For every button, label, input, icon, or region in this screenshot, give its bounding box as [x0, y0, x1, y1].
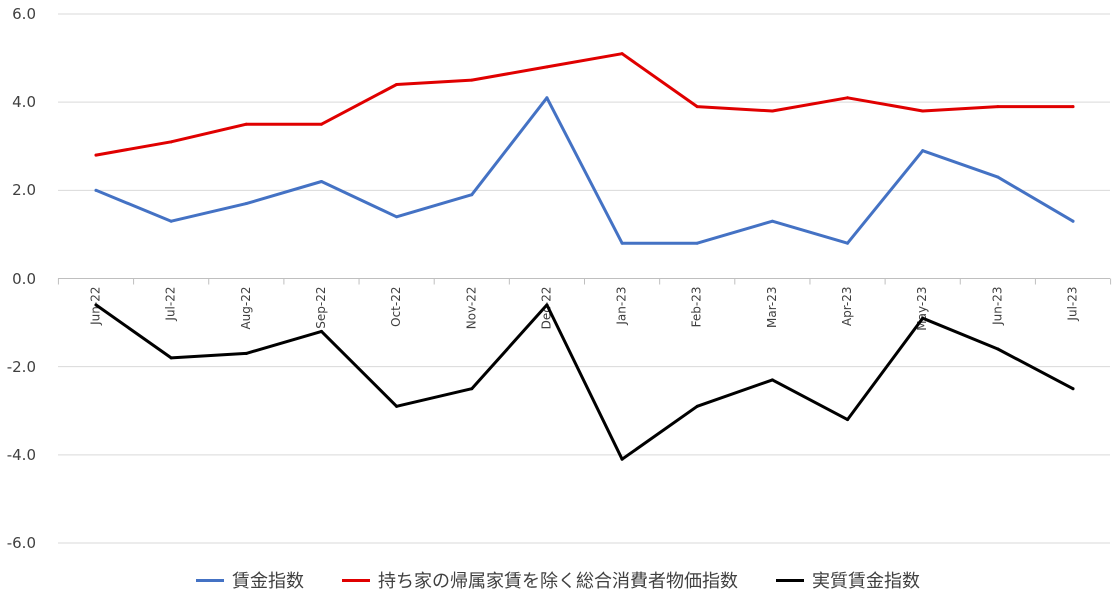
x-tick-label: Mar-23: [765, 287, 779, 328]
data-point: [94, 188, 98, 192]
series-line-0: [94, 96, 1075, 245]
legend: 賃金指数 持ち家の帰属家賃を除く総合消費者物価指数 実質賃金指数: [0, 567, 1116, 593]
x-tick-label: Jul-23: [1066, 287, 1080, 322]
data-point: [244, 122, 248, 126]
data-point: [395, 215, 399, 219]
y-tick-label: 6.0: [12, 5, 36, 23]
y-tick-label: -2.0: [6, 357, 36, 376]
x-tick-label: Feb-23: [690, 287, 704, 328]
data-point: [169, 356, 173, 360]
data-point: [1071, 219, 1075, 223]
x-tick-label: Apr-23: [840, 287, 854, 327]
data-point: [244, 351, 248, 355]
plot-area: Jun-22Jul-22Aug-22Sep-22Oct-22Nov-22Dec-…: [57, 13, 1112, 544]
data-point: [620, 52, 624, 56]
data-point: [545, 65, 549, 69]
x-tick-label: Sep-22: [314, 287, 328, 329]
y-tick-label: -6.0: [6, 534, 36, 552]
legend-label-cpi: 持ち家の帰属家賃を除く総合消費者物価指数: [378, 571, 738, 592]
data-point: [319, 180, 323, 184]
x-tick-label: Nov-22: [464, 287, 478, 330]
data-point: [846, 241, 850, 245]
data-point: [996, 347, 1000, 351]
data-point: [94, 303, 98, 307]
data-point: [545, 303, 549, 307]
data-point: [470, 78, 474, 82]
data-point: [695, 105, 699, 109]
legend-label-wage-index: 賃金指数: [232, 571, 304, 592]
data-point: [921, 149, 925, 153]
data-point: [620, 241, 624, 245]
data-point: [770, 378, 774, 382]
data-point: [846, 96, 850, 100]
data-point: [470, 387, 474, 391]
data-point: [470, 193, 474, 197]
data-point: [770, 109, 774, 113]
data-point: [395, 83, 399, 87]
data-point: [1071, 387, 1075, 391]
data-point: [620, 457, 624, 461]
x-tick-label: Jan-23: [615, 287, 629, 326]
legend-label-real-wage-index: 実質賃金指数: [812, 571, 920, 592]
data-point: [996, 175, 1000, 179]
data-point: [921, 109, 925, 113]
data-point: [244, 202, 248, 206]
legend-swatch-wage-index: [196, 578, 224, 582]
legend-item-wage-index: 賃金指数: [196, 567, 304, 593]
y-tick-label: 0.0: [12, 269, 36, 288]
data-point: [94, 153, 98, 157]
data-point: [996, 105, 1000, 109]
data-point: [319, 122, 323, 126]
y-tick-label: 2.0: [12, 181, 36, 200]
data-point: [770, 219, 774, 223]
data-point: [1071, 105, 1075, 109]
x-tick-label: Oct-22: [389, 287, 403, 327]
x-tick-label: Jul-22: [164, 287, 178, 322]
data-point: [921, 316, 925, 320]
y-tick-label: -4.0: [6, 445, 36, 464]
x-tick-label: Jun-23: [990, 287, 1004, 326]
y-tick-label: 4.0: [12, 93, 36, 112]
data-point: [169, 140, 173, 144]
data-point: [169, 219, 173, 223]
legend-swatch-cpi: [342, 578, 370, 582]
data-point: [695, 241, 699, 245]
data-point: [395, 404, 399, 408]
x-tick-label: Aug-22: [239, 287, 253, 330]
data-point: [695, 404, 699, 408]
series-line-1: [94, 52, 1075, 157]
data-point: [545, 96, 549, 100]
data-point: [846, 418, 850, 422]
series-line-2: [94, 303, 1075, 461]
legend-swatch-real-wage-index: [776, 578, 804, 582]
x-tick-label: Dec-22: [539, 287, 553, 330]
data-point: [319, 329, 323, 333]
legend-item-real-wage-index: 実質賃金指数: [776, 567, 920, 593]
legend-item-cpi: 持ち家の帰属家賃を除く総合消費者物価指数: [342, 567, 738, 593]
